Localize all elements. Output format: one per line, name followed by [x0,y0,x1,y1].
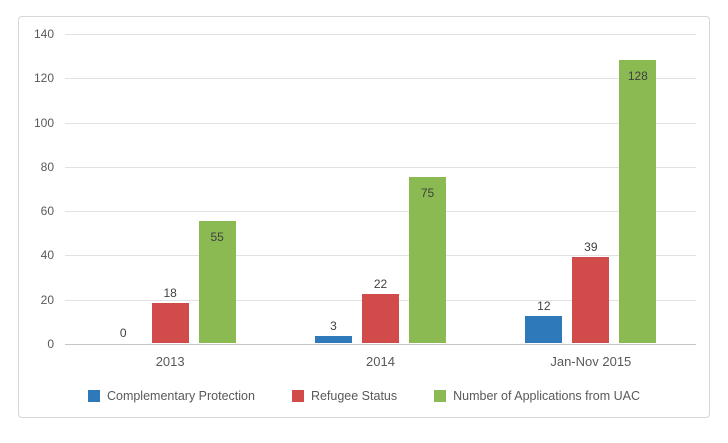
gridline-y100 [65,122,696,124]
plot-area: 0 20 40 60 80 100 120 140 0 18 55 2013 3 22 75 2014 12 39… [34,28,696,369]
y-tick-label-0: 0 [47,337,54,351]
bar-group-2014: 3 22 75 [315,33,446,343]
data-label: 22 [373,277,388,292]
y-tick-label-20: 20 [40,292,54,307]
y-tick-label-140: 140 [33,27,54,41]
bar-number-of-applications-from-uac [409,176,446,343]
legend-swatch-icon [87,390,100,402]
legend-swatch-icon [434,390,447,402]
x-axis-line [65,344,696,345]
legend-swatch-icon [291,390,304,402]
bar-group-2013: 0 18 55 [105,33,236,343]
gridline-y40 [65,255,696,257]
y-tick-label-80: 80 [40,159,54,174]
y-tick-label-100: 100 [33,115,54,130]
legend-label: Complementary Protection [106,389,255,403]
bar-refugee-status [362,294,399,343]
gridline-y140 [65,34,696,35]
data-label: 0 [119,326,127,340]
gridline-y60 [65,211,696,213]
x-category-label: Jan-Nov 2015 [550,354,632,369]
legend: Complementary Protection Refugee Status Nu… [19,389,709,403]
legend-item-complementary-protection: Complementary Protection [87,389,255,403]
bar-refugee-status [572,256,610,343]
gridline-y80 [65,166,696,168]
legend-item-number-of-applications-from-uac: Number of Applications from UAC [434,389,640,403]
data-label: 18 [163,286,177,301]
legend-label: Number of Applications from UAC [453,389,641,403]
x-category-label: 2014 [366,354,395,369]
y-tick-label-120: 120 [33,71,54,86]
bar-complementary-protection [315,336,352,343]
data-label: 3 [330,319,337,334]
data-label: 128 [627,68,648,83]
y-tick-label-40: 40 [40,248,54,263]
bar-refugee-status [151,303,189,343]
data-label: 75 [420,185,435,200]
y-tick-label-60: 60 [40,204,54,219]
data-label: 12 [537,299,551,314]
legend-label: Refugee Status [310,389,398,403]
legend-item-refugee-status: Refugee Status [291,389,398,403]
chart-frame: 0 20 40 60 80 100 120 140 0 18 55 2013 3 22 75 2014 12 39… [18,16,710,418]
x-category-label: 2013 [155,354,185,369]
bar-complementary-protection [525,316,563,343]
bar-number-of-applications-from-uac [198,221,236,343]
gridline-y120 [65,78,696,80]
bar-group-jan-nov-2015: 12 39 128 [525,33,657,343]
data-label: 55 [210,230,224,245]
bar-number-of-applications-from-uac [619,59,657,343]
data-label: 39 [584,239,598,254]
